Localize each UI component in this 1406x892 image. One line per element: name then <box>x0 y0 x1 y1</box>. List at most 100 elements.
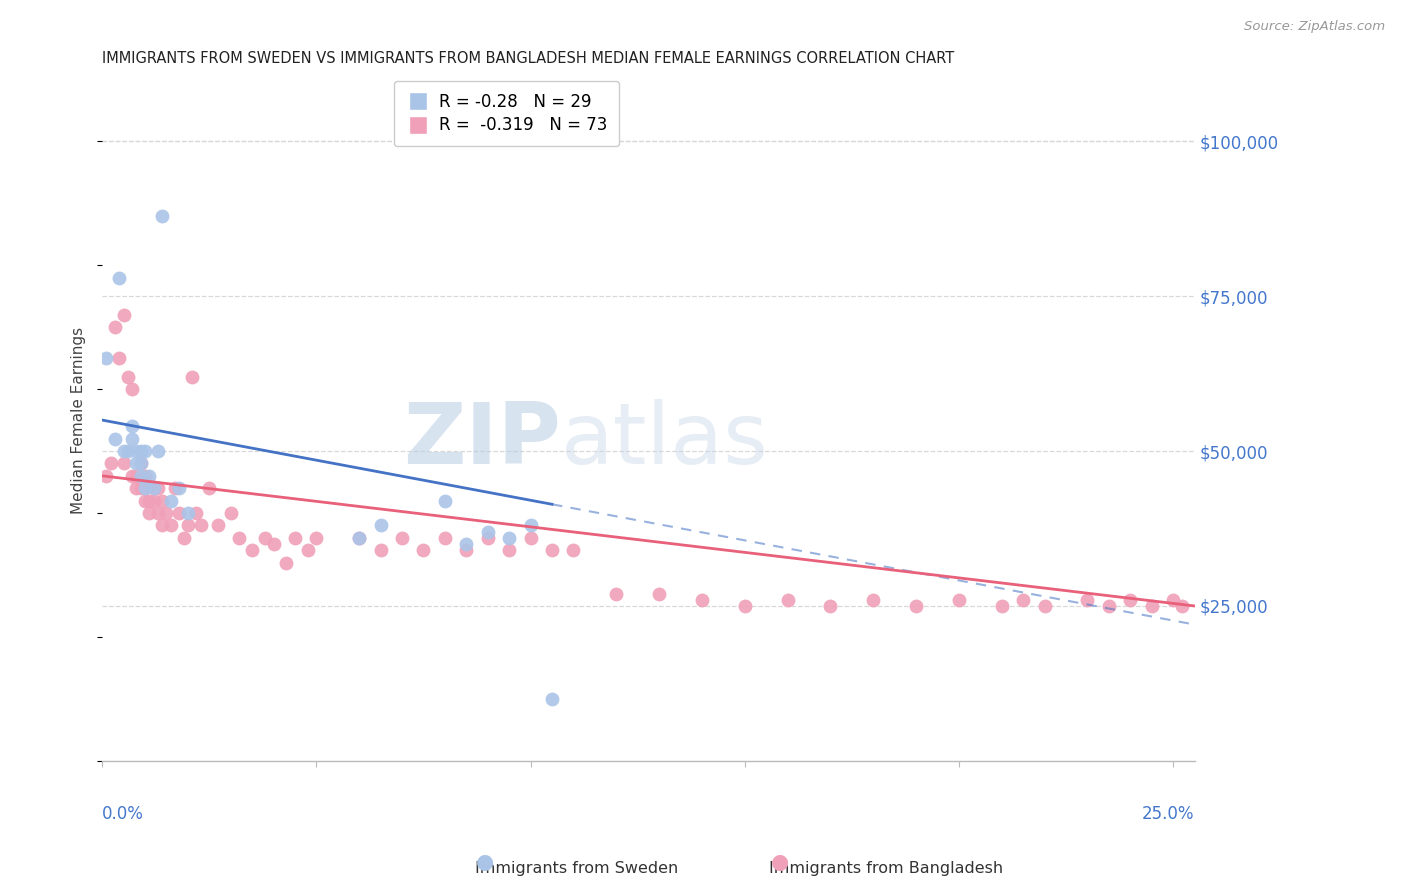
Point <box>104 320 127 334</box>
Point <box>100 457 122 471</box>
Point <box>370 543 392 558</box>
Point <box>155 506 177 520</box>
Point <box>134 468 156 483</box>
Point <box>541 691 564 706</box>
Point <box>134 493 156 508</box>
Point <box>905 599 928 613</box>
Point <box>142 481 165 495</box>
Point <box>207 518 229 533</box>
Text: Source: ZipAtlas.com: Source: ZipAtlas.com <box>1244 20 1385 33</box>
Point <box>990 599 1012 613</box>
Point <box>177 518 200 533</box>
Point <box>173 531 195 545</box>
Point <box>125 481 148 495</box>
Point <box>190 518 212 533</box>
Text: Immigrants from Sweden: Immigrants from Sweden <box>475 861 678 876</box>
Point <box>112 308 135 322</box>
Point <box>186 506 208 520</box>
Point <box>134 444 156 458</box>
Point <box>150 209 173 223</box>
Point <box>108 351 131 365</box>
Point <box>433 493 456 508</box>
Point <box>150 493 173 508</box>
Point <box>1140 599 1163 613</box>
Text: ●: ● <box>772 853 789 872</box>
Point <box>169 481 191 495</box>
Point <box>1012 592 1035 607</box>
Point <box>456 543 478 558</box>
Point <box>117 369 139 384</box>
Point <box>138 468 160 483</box>
Point <box>159 493 181 508</box>
Point <box>347 531 370 545</box>
Point <box>347 531 370 545</box>
Point <box>142 481 165 495</box>
Point <box>146 444 169 458</box>
Text: ZIP: ZIP <box>404 399 561 482</box>
Point <box>138 506 160 520</box>
Point <box>253 531 276 545</box>
Point <box>498 531 520 545</box>
Point <box>305 531 328 545</box>
Point <box>284 531 307 545</box>
Point <box>125 444 148 458</box>
Point <box>948 592 970 607</box>
Point <box>498 543 520 558</box>
Point <box>1076 592 1098 607</box>
Point <box>648 586 671 600</box>
Point <box>125 457 148 471</box>
Point <box>138 493 160 508</box>
Point <box>1170 599 1192 613</box>
Point <box>370 518 392 533</box>
Point <box>862 592 884 607</box>
Point <box>150 518 173 533</box>
Point <box>820 599 842 613</box>
Point <box>219 506 242 520</box>
Point <box>562 543 585 558</box>
Point <box>1098 599 1121 613</box>
Text: ●: ● <box>477 853 494 872</box>
Text: Immigrants from Bangladesh: Immigrants from Bangladesh <box>769 861 1002 876</box>
Point <box>108 270 131 285</box>
Point <box>240 543 263 558</box>
Point <box>198 481 221 495</box>
Point <box>477 531 499 545</box>
Point <box>297 543 319 558</box>
Point <box>163 481 186 495</box>
Text: IMMIGRANTS FROM SWEDEN VS IMMIGRANTS FROM BANGLADESH MEDIAN FEMALE EARNINGS CORR: IMMIGRANTS FROM SWEDEN VS IMMIGRANTS FRO… <box>103 51 955 66</box>
Point <box>276 556 298 570</box>
Point <box>456 537 478 551</box>
Point <box>146 506 169 520</box>
Point <box>519 518 541 533</box>
Point <box>121 468 143 483</box>
Point <box>412 543 434 558</box>
Point <box>104 432 127 446</box>
Point <box>121 382 143 396</box>
Point <box>519 531 541 545</box>
Point <box>541 543 564 558</box>
Point <box>1033 599 1056 613</box>
Point <box>1119 592 1142 607</box>
Point <box>228 531 250 545</box>
Point <box>159 518 181 533</box>
Point <box>134 481 156 495</box>
Point <box>391 531 413 545</box>
Point <box>181 369 204 384</box>
Point <box>129 444 152 458</box>
Point <box>112 457 135 471</box>
Point <box>734 599 756 613</box>
Point <box>433 531 456 545</box>
Point <box>776 592 799 607</box>
Text: 25.0%: 25.0% <box>1142 805 1195 823</box>
Point <box>129 481 152 495</box>
Point <box>1161 592 1184 607</box>
Point <box>96 351 118 365</box>
Point <box>142 493 165 508</box>
Text: atlas: atlas <box>561 399 769 482</box>
Point <box>121 432 143 446</box>
Point <box>134 481 156 495</box>
Point <box>690 592 713 607</box>
Point <box>125 468 148 483</box>
Point <box>112 444 135 458</box>
Point <box>605 586 627 600</box>
